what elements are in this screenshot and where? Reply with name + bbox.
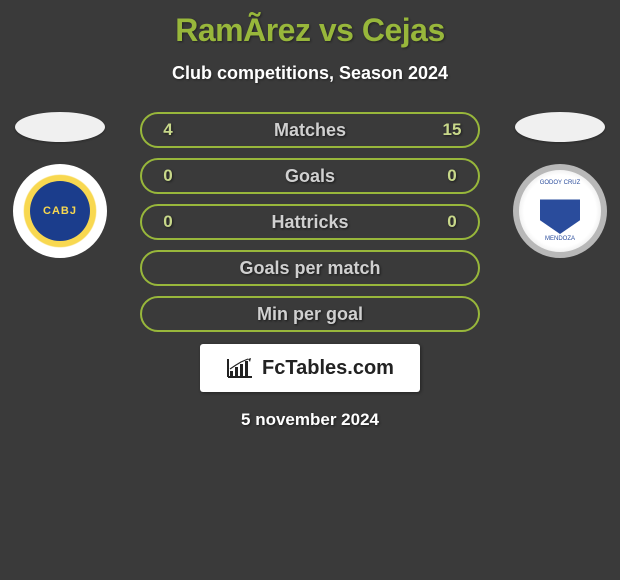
player-left-silhouette: [15, 112, 105, 142]
stat-label: Matches: [180, 120, 440, 141]
player-right-club-inner: GODOY CRUZ MENDOZA: [527, 178, 593, 244]
stat-row: 4Matches15: [140, 112, 480, 148]
stat-label: Goals per match: [180, 258, 440, 279]
chart-icon: [226, 357, 254, 379]
stat-right-value: 15: [440, 120, 464, 140]
stat-left-value: 4: [156, 120, 180, 140]
stat-right-value: 0: [440, 166, 464, 186]
stat-row: Goals per match: [140, 250, 480, 286]
stat-right-value: 0: [440, 212, 464, 232]
player-right-silhouette: [515, 112, 605, 142]
shield-icon: [540, 188, 580, 234]
stat-label: Goals: [180, 166, 440, 187]
main-container: RamÃrez vs Cejas Club competitions, Seas…: [0, 0, 620, 430]
stat-label: Hattricks: [180, 212, 440, 233]
player-left-club-abbr: CABJ: [30, 181, 90, 241]
page-subtitle: Club competitions, Season 2024: [172, 63, 448, 84]
player-left-column: CABJ: [10, 112, 110, 258]
stat-label: Min per goal: [180, 304, 440, 325]
brand-label: FcTables.com: [262, 357, 394, 380]
stat-left-value: 0: [156, 212, 180, 232]
footer-date: 5 november 2024: [241, 410, 379, 430]
stat-row: Min per goal: [140, 296, 480, 332]
stat-row: 0Goals0: [140, 158, 480, 194]
content-row: CABJ 4Matches150Goals00Hattricks0Goals p…: [0, 112, 620, 332]
player-left-club-badge: CABJ: [13, 164, 107, 258]
stats-column: 4Matches150Goals00Hattricks0Goals per ma…: [110, 112, 510, 332]
player-right-club-text-bottom: MENDOZA: [545, 236, 575, 242]
stat-row: 0Hattricks0: [140, 204, 480, 240]
player-right-column: GODOY CRUZ MENDOZA: [510, 112, 610, 258]
player-right-club-badge: GODOY CRUZ MENDOZA: [513, 164, 607, 258]
brand-box[interactable]: FcTables.com: [200, 344, 420, 392]
stat-left-value: 0: [156, 166, 180, 186]
page-title: RamÃrez vs Cejas: [175, 12, 444, 49]
player-right-club-text-top: GODOY CRUZ: [540, 180, 581, 186]
